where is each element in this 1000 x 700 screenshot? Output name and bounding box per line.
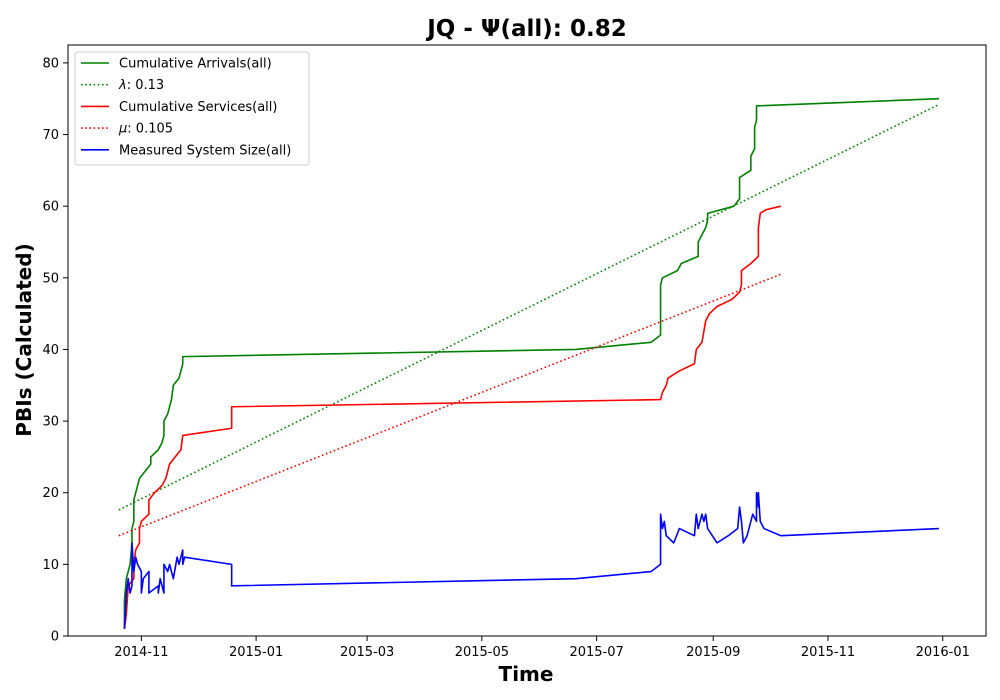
x-tick-label: 2015-11 [801,645,855,660]
legend: Cumulative Arrivals(all) λ: 0.13 Cumulativ… [74,51,310,166]
x-tick-label: 2015-03 [340,645,394,660]
plot-area-frame [67,44,987,637]
x-tick-label: 2015-05 [455,645,509,660]
legend-symbol: λ [118,78,127,93]
series-line-4 [123,491,940,629]
y-tick-label: 40 [42,343,59,358]
x-tick-label: 2015-01 [229,645,283,660]
series-line-3 [118,273,782,537]
y-tick-label: 70 [42,128,59,143]
y-axis-title: PBIs (Calculated) [12,243,36,436]
legend-label-2: Cumulative Services(all) [119,100,277,115]
chart-title: JQ - Ψ(all): 0.82 [425,16,626,42]
y-tick-label: 10 [42,558,59,573]
y-tick-label: 20 [42,486,59,501]
legend-frame [74,51,310,166]
x-tick-label: 2015-09 [686,645,740,660]
legend-label-4: Measured System Size(all) [119,143,291,158]
legend-value: : 0.105 [127,122,173,137]
x-tick-label: 2014-11 [114,645,168,660]
x-axis-title: Time [499,662,554,686]
y-axis: 0 10 20 30 40 50 60 70 80 [42,56,68,645]
legend-label-0: Cumulative Arrivals(all) [119,57,272,72]
y-tick-label: 50 [42,271,59,286]
x-axis: 2014-11 2015-01 2015-03 2015-05 2015-07 2015-… [114,636,970,660]
legend-label-3: μ: 0.105 [118,122,173,137]
y-tick-label: 80 [42,56,59,71]
series-line-2 [123,205,782,629]
legend-value: : 0.13 [127,78,164,93]
x-tick-label: 2016-01 [916,645,970,660]
legend-label-1: λ: 0.13 [118,78,164,93]
series-line-1 [118,103,940,511]
plot-series [118,97,940,629]
y-tick-label: 30 [42,415,59,430]
series-line-0 [123,97,940,629]
y-tick-label: 0 [51,630,59,645]
legend-symbol: μ [118,122,127,137]
x-tick-label: 2015-07 [569,645,623,660]
y-tick-label: 60 [42,200,59,215]
